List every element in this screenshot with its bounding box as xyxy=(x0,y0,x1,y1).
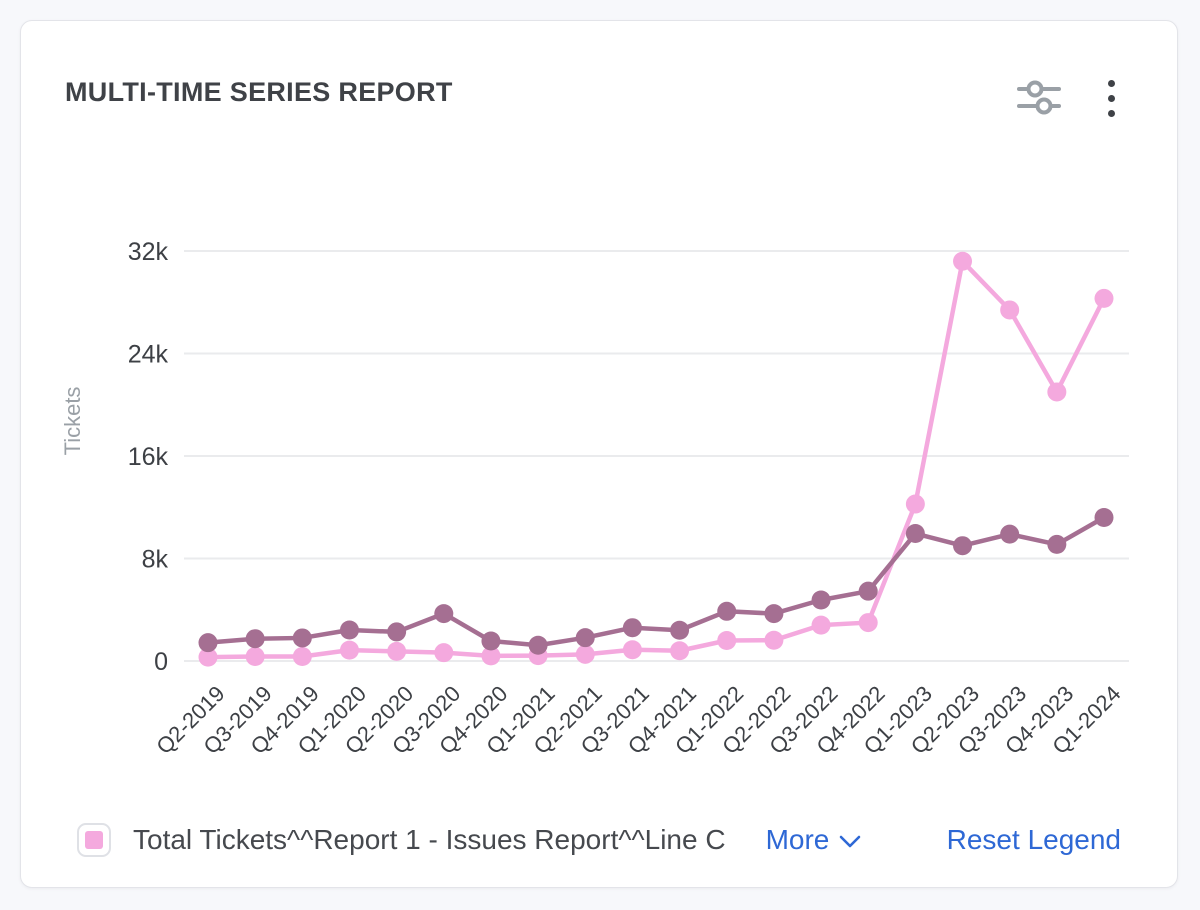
legend-label: Total Tickets^^Report 1 - Issues Report^… xyxy=(133,824,726,855)
data-point[interactable] xyxy=(292,647,312,667)
y-tick-label: 8k xyxy=(142,546,169,574)
data-point[interactable] xyxy=(670,641,690,661)
data-point[interactable] xyxy=(764,604,784,624)
data-point[interactable] xyxy=(858,581,878,601)
legend-row: Total Tickets^^Report 1 - Issues Report^… xyxy=(21,823,1177,857)
data-point[interactable] xyxy=(387,641,407,661)
data-point[interactable] xyxy=(198,633,218,653)
y-axis-title: Tickets xyxy=(60,387,85,456)
chevron-down-icon xyxy=(839,824,861,856)
data-point[interactable] xyxy=(481,646,501,666)
header-actions xyxy=(1012,73,1119,124)
data-point[interactable] xyxy=(811,615,831,635)
report-card: MULTI-TIME SERIES REPORT 0 8k 16k 24k 32k Tic… xyxy=(20,20,1178,888)
data-point[interactable] xyxy=(434,643,454,663)
data-point[interactable] xyxy=(1047,382,1067,402)
data-point[interactable] xyxy=(434,604,454,624)
y-tick-label: 32k xyxy=(128,238,169,266)
data-point[interactable] xyxy=(198,647,218,667)
kebab-menu-icon xyxy=(1108,80,1115,117)
y-tick-label: 24k xyxy=(128,341,169,369)
y-tick-label: 16k xyxy=(128,443,169,471)
data-point[interactable] xyxy=(717,601,737,621)
data-point[interactable] xyxy=(622,640,642,660)
data-point[interactable] xyxy=(717,631,737,650)
data-point[interactable] xyxy=(1094,288,1114,308)
legend-more-button[interactable]: More xyxy=(766,824,862,856)
data-point[interactable] xyxy=(245,647,265,667)
report-title: MULTI-TIME SERIES REPORT xyxy=(65,77,453,107)
card-header: MULTI-TIME SERIES REPORT xyxy=(21,21,1177,124)
sliders-icon xyxy=(1016,77,1062,120)
data-point[interactable] xyxy=(1094,508,1114,527)
y-tick-label: 0 xyxy=(154,648,168,676)
data-point[interactable] xyxy=(905,494,925,514)
legend-swatch-color xyxy=(85,831,103,849)
data-point[interactable] xyxy=(1000,300,1020,320)
series-line-1 xyxy=(205,259,1107,660)
data-point[interactable] xyxy=(387,622,407,642)
data-point[interactable] xyxy=(481,631,501,651)
data-point[interactable] xyxy=(953,251,973,271)
chart-area: 0 8k 16k 24k 32k Tickets Q2-2019 Q3-2019 Q4-2019… xyxy=(21,181,1179,793)
data-point[interactable] xyxy=(1000,524,1020,544)
data-point[interactable] xyxy=(905,524,925,544)
reset-legend-button[interactable]: Reset Legend xyxy=(946,824,1121,855)
data-point[interactable] xyxy=(764,630,784,650)
legend-item-total-tickets[interactable]: Total Tickets^^Report 1 - Issues Report^… xyxy=(77,823,726,857)
line-chart-svg: 08k16k24k32kTicketsQ2-2019Q3-2019Q4-2019… xyxy=(60,238,1129,759)
data-point[interactable] xyxy=(528,635,548,655)
filter-settings-button[interactable] xyxy=(1012,73,1066,124)
data-point[interactable] xyxy=(339,620,359,640)
more-options-button[interactable] xyxy=(1104,76,1119,121)
data-point[interactable] xyxy=(245,629,265,649)
data-point[interactable] xyxy=(670,620,690,640)
data-point[interactable] xyxy=(1047,534,1067,554)
data-point[interactable] xyxy=(622,618,642,638)
data-point[interactable] xyxy=(292,628,312,648)
legend-more-label: More xyxy=(765,824,830,855)
data-point[interactable] xyxy=(339,640,359,660)
data-point[interactable] xyxy=(953,536,973,556)
data-point[interactable] xyxy=(575,628,595,648)
data-point[interactable] xyxy=(575,644,595,664)
data-point[interactable] xyxy=(811,590,831,610)
legend-swatch xyxy=(77,823,111,857)
data-point[interactable] xyxy=(858,613,878,633)
